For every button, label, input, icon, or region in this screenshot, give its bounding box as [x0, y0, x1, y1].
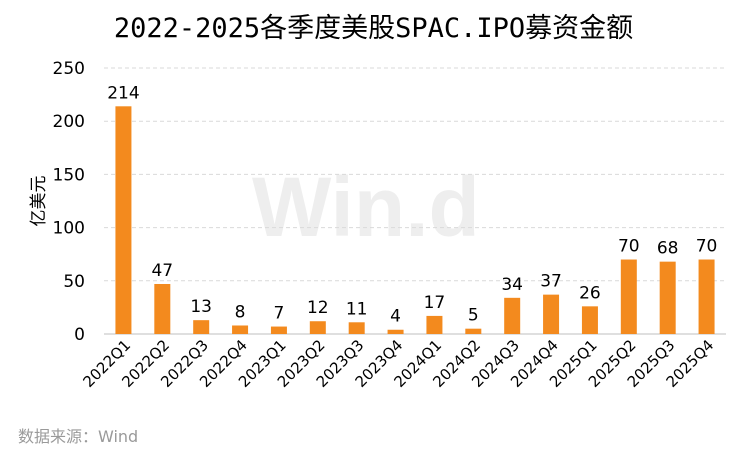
bar: [232, 325, 249, 334]
bar: [115, 106, 132, 334]
data-label: 214: [107, 83, 139, 103]
bar: [426, 315, 443, 334]
data-label: 11: [346, 299, 368, 319]
bar: [659, 261, 676, 334]
y-axis-label: 亿美元: [29, 176, 49, 227]
y-tick-label: 50: [63, 272, 85, 292]
bar: [270, 326, 287, 334]
bar: [620, 259, 637, 334]
data-label: 7: [274, 304, 285, 324]
y-tick-label: 250: [53, 59, 85, 79]
data-label: 8: [235, 302, 246, 322]
data-label: 13: [190, 297, 212, 317]
bar: [309, 321, 326, 334]
bars: [115, 106, 715, 334]
y-tick-label: 0: [74, 325, 85, 345]
data-label: 34: [501, 275, 523, 295]
bar: [193, 320, 210, 334]
bar: [154, 283, 171, 334]
chart-title: 2022-2025各季度美股SPAC.IPO募资金额: [113, 13, 634, 44]
y-tick-label: 150: [53, 165, 85, 185]
bar: [465, 328, 482, 334]
data-label: 12: [307, 298, 329, 318]
data-label: 70: [618, 237, 640, 257]
y-tick-label: 100: [53, 219, 85, 239]
source-note: 数据来源：Wind: [18, 427, 139, 446]
data-labels: 214 47 13 8 7 12 11 4 17 5 34 37 26 70 68 70: [107, 83, 717, 326]
bar: [581, 306, 598, 334]
x-axis-ticks: 2022Q12022Q22022Q32022Q42023Q12023Q22023…: [79, 336, 717, 391]
data-label: 26: [579, 283, 601, 303]
watermark-text: Win.d: [252, 160, 480, 254]
bar: [348, 322, 365, 334]
data-label: 37: [540, 272, 562, 292]
data-label: 47: [151, 261, 173, 281]
bar: [387, 329, 404, 334]
y-axis-ticks: 0 50 100 150 200 250: [53, 59, 85, 345]
data-label: 70: [696, 237, 718, 257]
bar: [504, 297, 521, 334]
data-label: 5: [468, 306, 479, 326]
bar: [698, 259, 715, 334]
data-label: 4: [390, 307, 401, 327]
bar: [543, 294, 560, 334]
data-label: 17: [424, 293, 446, 313]
data-label: 68: [657, 239, 679, 259]
y-tick-label: 200: [53, 112, 85, 132]
